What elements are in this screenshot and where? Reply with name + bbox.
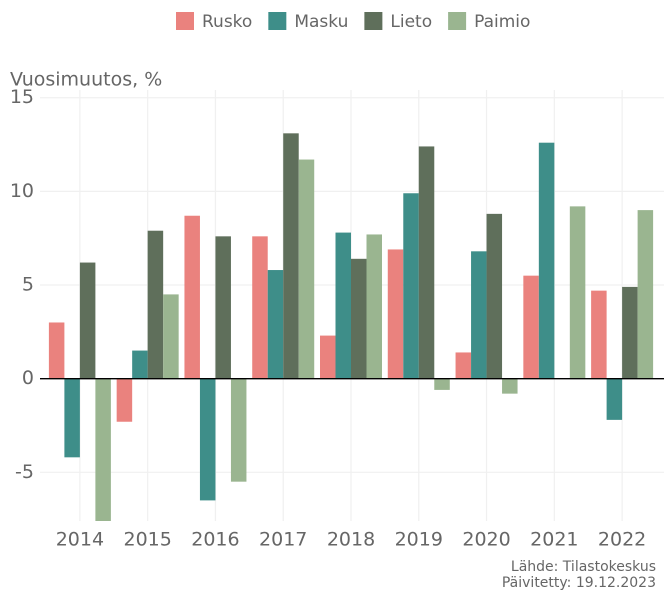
legend-swatch	[268, 12, 287, 30]
x-tick-label: 2022	[598, 529, 646, 551]
x-tick-label: 2019	[395, 529, 443, 551]
legend-label: Lieto	[390, 12, 432, 32]
y-tick-label: 0	[22, 367, 34, 389]
bar	[434, 378, 450, 390]
bar	[215, 236, 231, 379]
legend-label: Masku	[294, 12, 348, 32]
x-tick-label: 2015	[123, 529, 171, 551]
bar	[351, 258, 367, 379]
y-tick-label: -5	[15, 461, 34, 483]
bar	[366, 234, 382, 379]
bar	[538, 142, 555, 379]
legend-swatch	[176, 12, 194, 30]
legend-swatch	[364, 12, 383, 30]
x-tick-label: 2018	[327, 529, 375, 551]
bar	[163, 294, 179, 379]
bar	[418, 146, 435, 379]
y-tick-label: 15	[10, 86, 34, 108]
source: Lähde: Tilastokeskus	[511, 559, 656, 575]
updated: Päivitetty: 19.12.2023	[502, 575, 656, 591]
bar	[298, 159, 315, 379]
bar	[403, 193, 419, 379]
bar	[606, 378, 623, 420]
bar	[184, 215, 200, 379]
legend-label: Paimio	[474, 12, 530, 32]
legend-label: Rusko	[202, 12, 252, 32]
bar	[637, 210, 654, 379]
bar	[64, 378, 80, 458]
bar	[486, 213, 503, 379]
bar	[199, 378, 216, 501]
x-tick-label: 2020	[462, 529, 510, 551]
bar	[523, 275, 539, 379]
bar	[267, 270, 284, 379]
x-tick-label: 2014	[56, 529, 104, 551]
bar	[147, 230, 164, 379]
bar	[591, 290, 607, 379]
bar	[132, 350, 148, 379]
y-tick-label: 10	[10, 180, 34, 202]
legend-swatch	[448, 12, 467, 30]
bar	[502, 378, 518, 394]
bar	[116, 378, 133, 422]
bar	[387, 249, 404, 379]
bar	[335, 232, 351, 379]
bar	[283, 133, 299, 379]
x-tick-label: 2016	[191, 529, 239, 551]
y-axis-label: Vuosimuutos, %	[10, 69, 162, 91]
bar	[230, 378, 247, 482]
bar	[471, 251, 487, 379]
bar	[95, 378, 111, 521]
bar	[622, 286, 638, 379]
bar	[569, 206, 586, 379]
bar	[48, 322, 65, 379]
bar	[320, 335, 336, 379]
bar	[79, 262, 96, 379]
bars	[48, 133, 654, 521]
bar	[252, 236, 268, 379]
x-tick-label: 2021	[530, 529, 578, 551]
bar	[455, 352, 472, 379]
x-tick-label: 2017	[259, 529, 307, 551]
y-tick-label: 5	[22, 274, 34, 296]
